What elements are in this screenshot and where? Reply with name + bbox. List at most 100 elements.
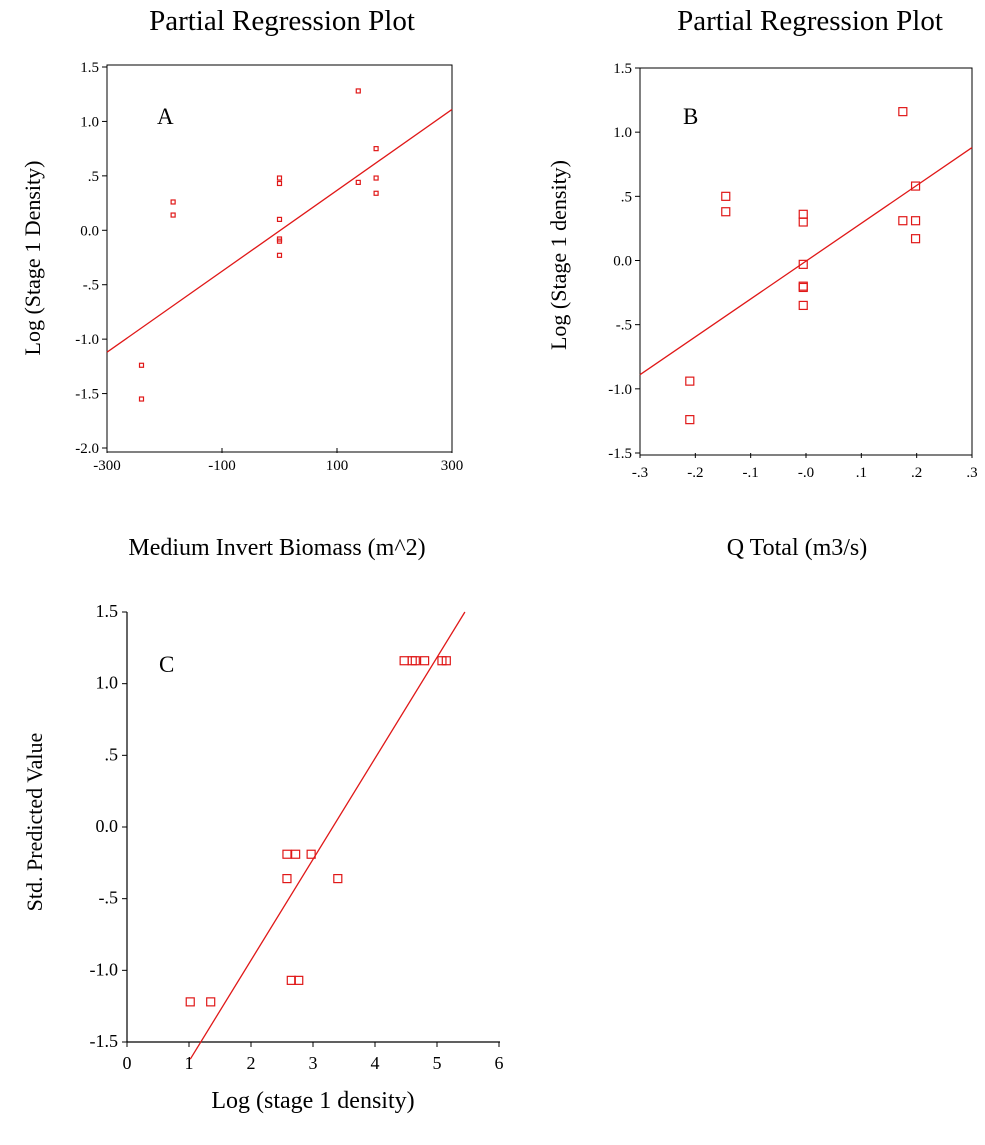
panel-c-data-point — [185, 997, 195, 1007]
panel-b-y-axis-title: Log (Stage 1 density) — [546, 160, 571, 350]
panel-c-letter: C — [159, 652, 174, 677]
panel-c-y-tick-label: -1.0 — [90, 959, 119, 979]
panel-a-x-axis-title: Medium Invert Biomass (m^2) — [128, 535, 425, 561]
panel-c-y-ticks: 1.5 1.0 .5 0.0 -.5 -1.0 -1.5 — [90, 601, 127, 1051]
panel-c-y-tick-label: .5 — [105, 744, 119, 764]
panel-c-x-ticks: 0 1 2 3 4 5 6 — [123, 1042, 504, 1073]
panel-a-data-point — [373, 175, 379, 181]
panel-b-data-point — [910, 216, 921, 226]
panel-c-y-axis-title: Std. Predicted Value — [22, 733, 47, 912]
panel-c-data-point — [399, 656, 409, 666]
panel-a-data-point — [276, 252, 283, 258]
panel-c-data-point — [282, 873, 292, 884]
panel-b-data-point — [798, 259, 808, 269]
panel-a-y-ticks: 1.5 1.0 .5 0.0 -.5 -1.0 -1.5 -2.0 — [75, 60, 107, 457]
panel-b-y-tick-label: .5 — [621, 189, 632, 205]
panel-b-data-point — [798, 282, 808, 293]
panel-c-x-tick-label: 4 — [371, 1053, 380, 1073]
panel-c-data-point — [410, 656, 420, 666]
panel-b-data-point — [898, 216, 908, 226]
panel-c-fit-line — [189, 611, 466, 1060]
panel-a-title: Partial Regression Plot — [149, 5, 415, 37]
panel-a-data-point — [276, 238, 283, 244]
panel-b-title: Partial Regression Plot — [677, 5, 943, 37]
panel-b-data-point — [685, 376, 695, 386]
panel-c-x-tick-label: 5 — [433, 1053, 442, 1073]
panel-c-y-tick-label: 1.5 — [96, 601, 119, 621]
panel-b-data-point — [898, 107, 908, 117]
panel-a-x-tick-label: -100 — [208, 458, 236, 474]
panel-a-data-point — [276, 175, 283, 181]
panel-c-data-point — [407, 656, 417, 666]
panel-b-x-tick-label: .1 — [856, 465, 867, 481]
panel-a-data-point — [138, 362, 145, 368]
panel-a-y-tick-label: -1.5 — [75, 387, 99, 403]
panel-b-data-point — [685, 415, 695, 425]
panel-b-y-tick-label: -1.0 — [608, 382, 632, 398]
panel-c-y-tick-label: 0.0 — [96, 816, 119, 836]
panel-c-data-point — [333, 873, 343, 884]
panel-a-y-axis-title: Log (Stage 1 Density) — [20, 161, 45, 356]
panel-c-data-point — [206, 997, 216, 1007]
panel-c-y-tick-label: -.5 — [99, 888, 119, 908]
panel-c-points — [185, 656, 451, 1007]
panel-c-data-point — [420, 656, 430, 666]
panel-b-x-tick-label: -.0 — [798, 465, 814, 481]
panel-b-data-point — [798, 300, 808, 311]
panel-a-y-tick-label: -1.0 — [75, 332, 99, 348]
panel-c-x-tick-label: 6 — [495, 1053, 504, 1073]
panel-b-data-point — [798, 217, 808, 227]
panel-a-x-ticks: -300 -100 100 300 — [93, 448, 463, 474]
panel-c-data-point — [291, 849, 301, 859]
panel-a: Partial Regression Plot A Log (Stage 1 D… — [20, 5, 463, 561]
panel-b-x-ticks: -.3 -.2 -.1 -.0 .1 .2 .3 — [632, 453, 978, 481]
panel-a-y-tick-label: 1.5 — [80, 60, 99, 76]
panel-b-data-point — [910, 234, 921, 244]
panel-c: C Std. Predicted Value Log (stage 1 dens… — [22, 601, 504, 1114]
panel-a-data-point — [170, 199, 176, 205]
panel-c-x-tick-label: 2 — [247, 1053, 256, 1073]
panel-a-fit-line — [106, 108, 453, 353]
panel-a-plot-frame — [106, 64, 453, 453]
panel-a-points — [138, 88, 379, 402]
panel-b-data-point — [721, 191, 731, 201]
panel-a-y-tick-label: -2.0 — [75, 441, 99, 457]
panel-a-data-point — [276, 216, 283, 222]
panel-c-y-tick-label: 1.0 — [96, 673, 119, 693]
panel-a-y-tick-label: 0.0 — [80, 223, 99, 239]
panel-c-x-tick-label: 3 — [309, 1053, 318, 1073]
panel-a-data-point — [355, 179, 361, 185]
panel-c-x-tick-label: 0 — [123, 1053, 132, 1073]
panel-b-x-tick-label: .3 — [966, 465, 977, 481]
panel-a-y-tick-label: 1.0 — [80, 114, 99, 130]
panel-a-data-point — [355, 88, 361, 94]
panel-a-x-tick-label: 100 — [326, 458, 349, 474]
panel-b-y-tick-label: 1.0 — [613, 125, 632, 141]
panel-c-data-point — [441, 656, 451, 666]
panel-b-y-tick-label: -.5 — [616, 318, 632, 334]
panel-b: Partial Regression Plot B Log (Stage 1 d… — [546, 5, 978, 561]
panel-a-x-tick-label: -300 — [93, 458, 121, 474]
panel-c-data-point — [282, 849, 292, 859]
panel-b-fit-line-group — [639, 147, 973, 376]
panel-c-data-point — [294, 975, 304, 985]
panel-b-data-point — [721, 207, 731, 217]
panel-b-y-tick-label: 0.0 — [613, 254, 632, 270]
panel-a-fit-line-group — [106, 108, 453, 353]
panel-a-y-tick-label: -.5 — [83, 278, 99, 294]
panel-a-data-point — [138, 396, 145, 402]
panel-c-x-axis-title: Log (stage 1 density) — [211, 1088, 414, 1114]
panel-a-y-tick-label: .5 — [88, 169, 99, 185]
panel-a-data-point — [170, 212, 176, 218]
panel-b-letter: B — [683, 104, 698, 129]
panel-b-x-axis-title: Q Total (m3/s) — [727, 535, 868, 561]
panel-c-fit-line-group — [189, 611, 466, 1060]
panel-b-x-tick-label: -.3 — [632, 465, 648, 481]
panel-b-data-point — [798, 209, 808, 219]
panel-c-data-point — [306, 849, 316, 859]
panel-b-data-point — [910, 181, 921, 191]
panel-c-y-tick-label: -1.5 — [90, 1031, 119, 1051]
panel-a-letter: A — [157, 104, 174, 129]
panel-c-data-point — [286, 975, 296, 985]
